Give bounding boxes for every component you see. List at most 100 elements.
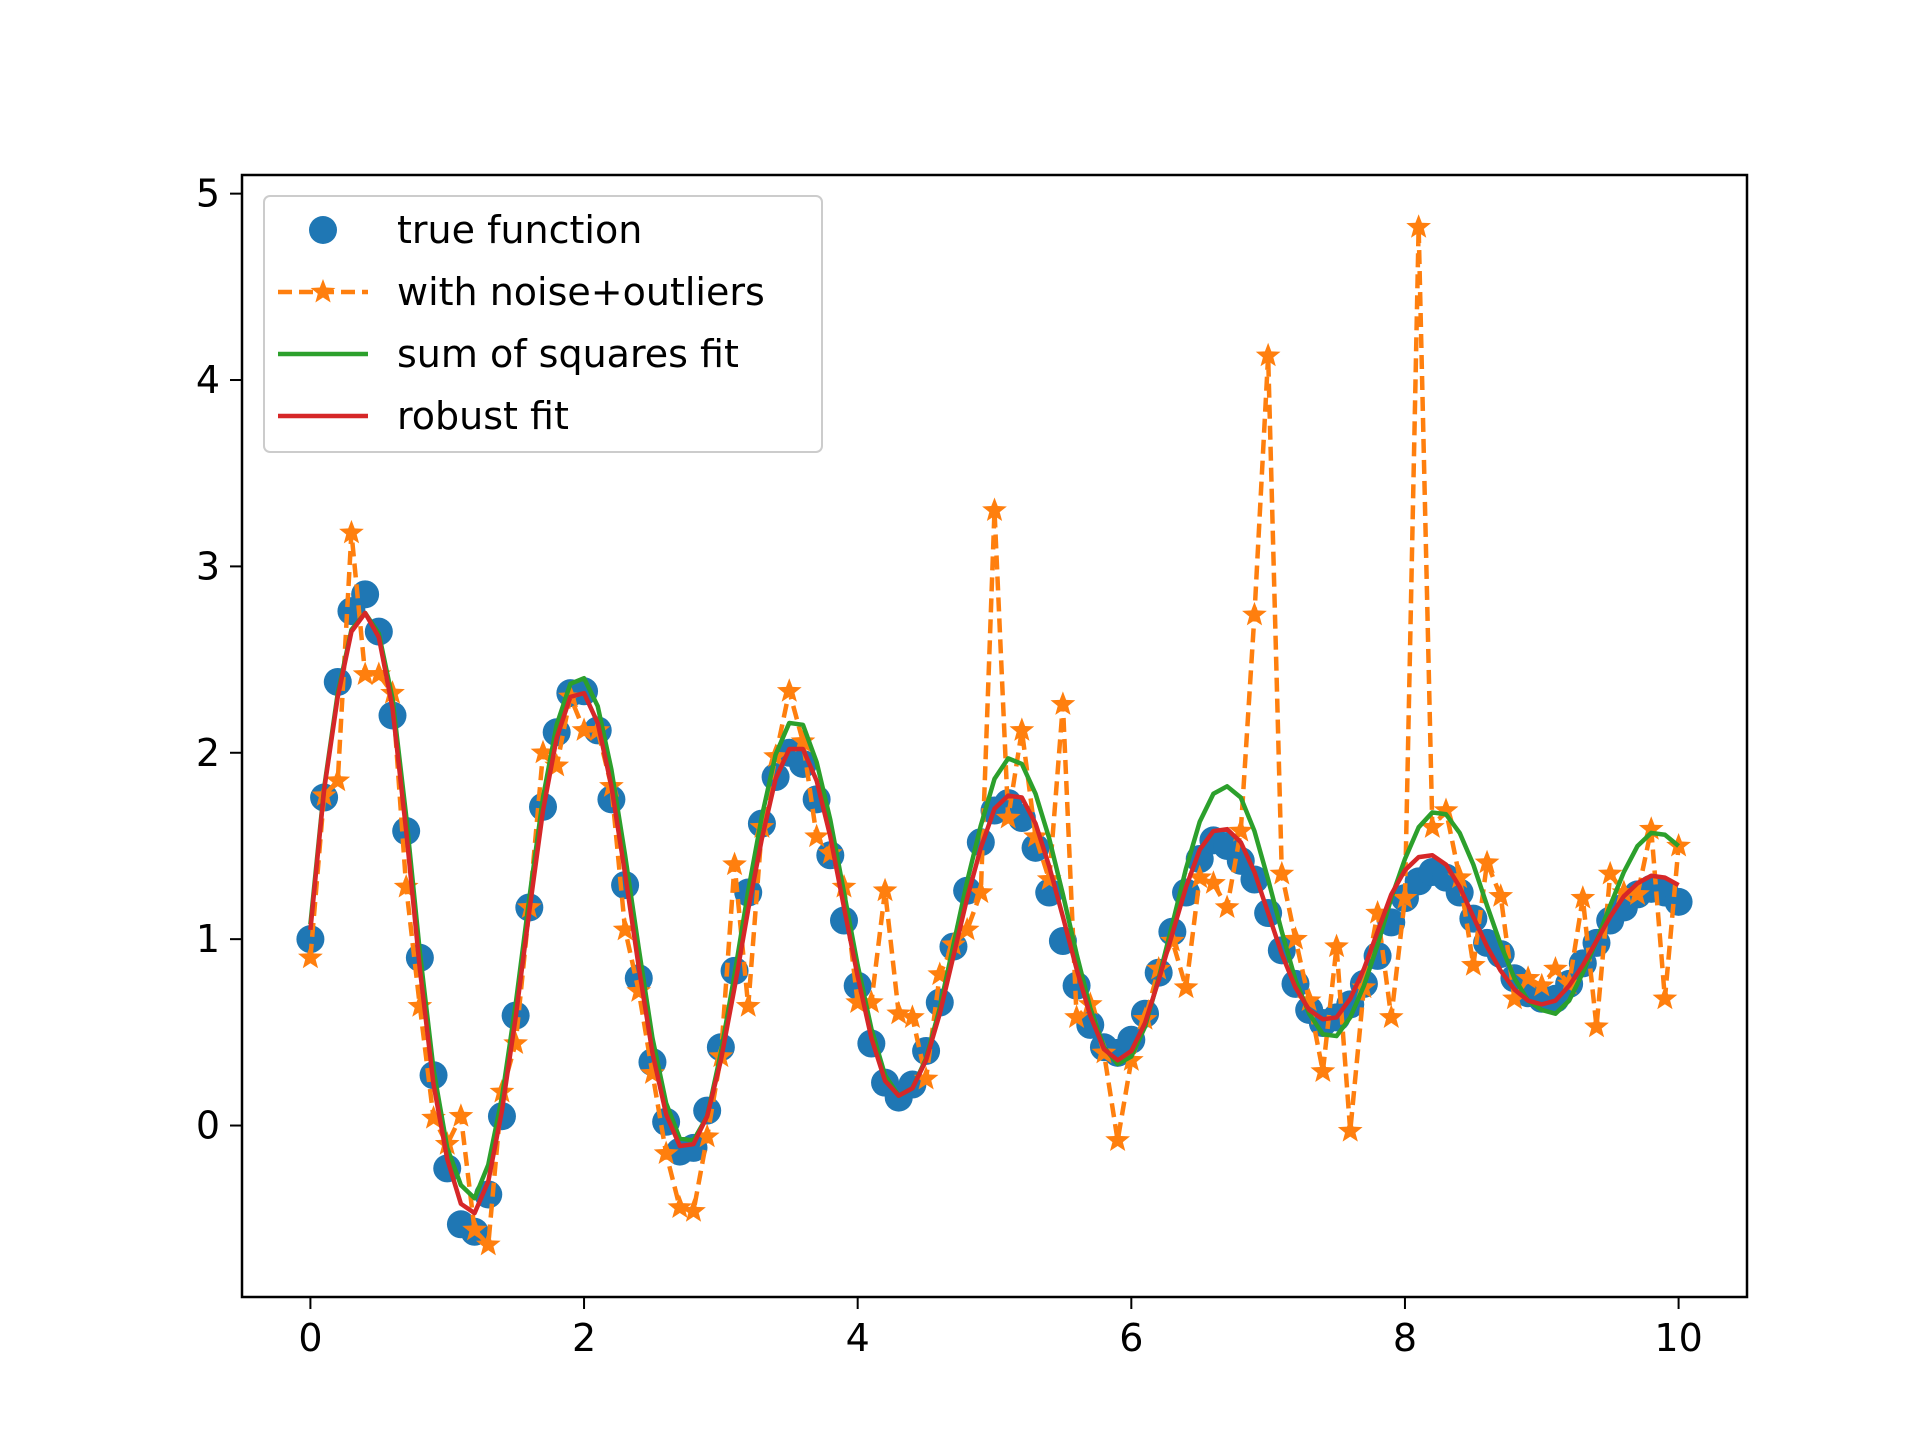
x-tick-label: 2 — [572, 1316, 596, 1360]
true-function-point — [1664, 887, 1693, 916]
noisy-data-point — [475, 1231, 501, 1256]
y-tick-label: 0 — [196, 1104, 220, 1148]
noisy-data-point — [1201, 870, 1226, 894]
noisy-data-point — [1146, 955, 1172, 980]
noisy-data-point — [1474, 849, 1500, 874]
noisy-data-point — [667, 1194, 693, 1219]
noisy-data-point — [1502, 985, 1527, 1010]
series-robust-fit — [308, 610, 1680, 1216]
noisy-data-point — [1009, 717, 1035, 741]
true-function-point — [296, 925, 325, 954]
noisy-data-point — [448, 1103, 474, 1127]
noisy-data-point — [927, 961, 953, 986]
noisy-data-point — [1419, 814, 1445, 838]
noisy-data-point — [900, 1004, 925, 1028]
noisy-data-point — [1173, 974, 1199, 999]
noisy-data-line — [308, 224, 1681, 1248]
noisy-data-point — [1570, 885, 1596, 909]
noisy-data-point — [1584, 1013, 1609, 1038]
noisy-data-point — [503, 1030, 528, 1055]
noisy-data-point — [1242, 601, 1267, 626]
noisy-data-point — [1529, 972, 1555, 997]
x-tick-label: 10 — [1654, 1316, 1702, 1360]
noisy-data-point — [886, 1000, 912, 1025]
noisy-data-point — [1625, 881, 1650, 905]
x-tick-label: 4 — [846, 1316, 870, 1360]
x-tick-label: 6 — [1119, 1316, 1143, 1360]
noisy-data-point — [1310, 1058, 1336, 1082]
noisy-data-point — [872, 877, 898, 902]
legend-circle-icon — [309, 216, 337, 244]
noisy-data-point — [571, 717, 597, 741]
legend-label: true function — [397, 208, 642, 252]
axes-frame — [240, 173, 1749, 1299]
noisy-data-point — [1105, 1127, 1130, 1151]
noisy-data-point — [393, 873, 419, 898]
noisy-data-point — [804, 823, 829, 848]
noisy-data-point — [776, 678, 802, 702]
noisy-data-point — [1447, 864, 1473, 889]
plot-area — [296, 214, 1693, 1256]
legend: true function with noise+outliers sum of s… — [263, 195, 823, 453]
noisy-data-point — [735, 993, 761, 1017]
noisy-data-point — [1652, 985, 1678, 1010]
noisy-data-point — [1378, 1004, 1404, 1028]
y-tick-label: 1 — [196, 917, 220, 961]
noisy-data-point — [1269, 860, 1295, 885]
noisy-data-point — [681, 1198, 706, 1222]
legend-item: sum of squares fit — [278, 332, 739, 376]
noisy-data-point — [859, 989, 884, 1014]
noisy-data-point — [1023, 823, 1048, 848]
noisy-data-point — [339, 519, 364, 544]
noisy-data-point — [352, 661, 378, 686]
legend-star-icon — [310, 279, 336, 303]
legend-label: robust fit — [397, 394, 569, 438]
noisy-data-point — [1461, 952, 1486, 976]
noisy-data-point — [1488, 883, 1514, 907]
noisy-data-point — [1406, 214, 1431, 238]
noisy-data-point — [640, 1060, 665, 1084]
noisy-data-point — [790, 728, 816, 753]
noisy-data-point — [1365, 900, 1390, 924]
noisy-data-point — [722, 851, 747, 876]
noisy-data-point — [1255, 342, 1281, 367]
noisy-data-point — [366, 661, 392, 686]
x-tick-label: 8 — [1393, 1316, 1417, 1360]
noisy-data-point — [530, 739, 556, 764]
noisy-data-point — [1050, 691, 1076, 715]
x-tick-label: 0 — [298, 1316, 322, 1360]
noisy-data-point — [1214, 894, 1240, 918]
y-tick-label: 4 — [196, 358, 220, 402]
legend-item: true function — [309, 208, 642, 252]
noisy-data-point — [982, 497, 1007, 521]
noisy-data-point — [954, 916, 980, 941]
noisy-data-point — [407, 993, 433, 1017]
noisy-data-point — [626, 978, 652, 1002]
noisy-data-point — [817, 840, 843, 864]
noisy-data-point — [1638, 816, 1664, 840]
noisy-data-point — [1392, 885, 1418, 909]
noisy-data-point — [1337, 1118, 1363, 1142]
legend-box — [263, 195, 823, 453]
noisy-data-point — [653, 1140, 679, 1165]
true-function-point — [788, 749, 817, 778]
noisy-data-point — [1064, 1004, 1089, 1028]
noisy-data-point — [325, 767, 351, 792]
noisy-data-point — [1433, 797, 1459, 822]
noisy-data-point — [1515, 965, 1541, 989]
noisy-data-point — [1324, 933, 1349, 958]
noisy-data-point — [1296, 987, 1322, 1012]
noisy-data-point — [694, 1123, 720, 1148]
legend-item: with noise+outliers — [278, 270, 765, 314]
noisy-data-point — [1543, 955, 1568, 980]
noisy-data-point — [1597, 860, 1623, 885]
y-tick-label: 5 — [196, 172, 220, 216]
noisy-data-point — [1187, 864, 1213, 889]
noisy-data-point — [1036, 866, 1062, 891]
noisy-data-point — [298, 944, 323, 969]
noisy-data-point — [421, 1105, 446, 1129]
noisy-data-point — [612, 916, 638, 941]
noisy-data-point — [968, 879, 994, 904]
